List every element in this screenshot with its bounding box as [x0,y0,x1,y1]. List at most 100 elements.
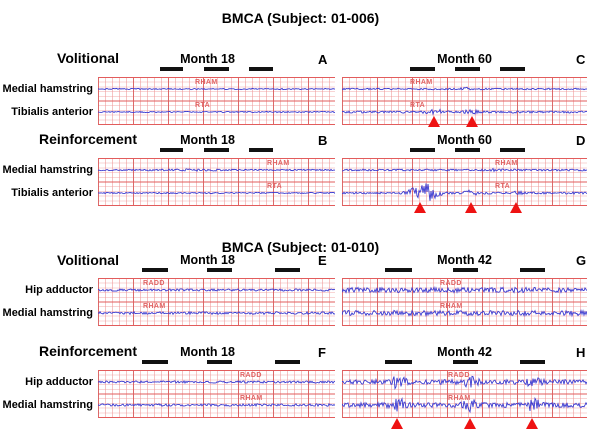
channel-tag: RADD [143,280,165,287]
emg-traces [342,375,587,414]
response-markers [342,158,587,213]
stim-bar [410,67,435,71]
stim-bars [342,67,587,71]
response-markers [98,278,335,326]
stim-bar [385,268,412,272]
response-marker-icon [464,418,476,429]
stim-bar [160,148,183,152]
emg-trace [342,375,587,391]
panel-F: Month 18 F RADD RHAM [98,345,335,418]
panel-letter: D [576,133,586,148]
month-label: Month 42 [437,253,492,267]
emg-trace [98,288,335,292]
month-label: Month 18 [180,253,235,267]
stim-bar [160,67,183,71]
panel-B: Month 18 B RHAM RTA [98,133,335,206]
emg-trace [342,286,587,294]
response-marker-icon [428,116,440,127]
emg-strip: RHAM RTA [98,77,335,125]
channel-tag: RHAM [240,395,263,402]
response-markers [342,278,587,326]
emg-trace [342,108,587,116]
stim-bar [249,148,273,152]
channel-label: Medial hamstring [2,399,93,411]
stim-bar [455,67,480,71]
emg-trace [98,379,335,384]
stim-bar [500,67,525,71]
stim-bar [410,148,435,152]
panel-H: Month 42 H RADD RHAM [342,345,587,429]
response-marker-icon [391,418,403,429]
stim-bar [520,360,545,364]
stim-bars [98,67,335,71]
month-label: Month 60 [437,52,492,66]
response-marker-icon [466,116,478,127]
channel-label: Medial hamstring [2,83,93,95]
stim-bar [142,268,168,272]
response-marker-icon [510,202,522,213]
condition-label-reinforcement-1: Reinforcement [38,131,138,147]
response-markers [98,77,335,125]
panel-letter: E [318,253,327,268]
emg-traces [98,379,335,408]
emg-strip: RHAM RTA [98,158,335,206]
response-marker-icon [526,418,538,429]
channel-tag: RTA [495,183,511,190]
stim-bar [142,360,168,364]
emg-trace [98,87,335,91]
emg-traces [98,87,335,114]
channel-label: Hip adductor [25,284,93,296]
emg-strip: RADD RHAM [98,370,335,418]
panel-C: Month 60 C RHAM RTA [342,52,587,127]
stim-bar [204,148,229,152]
emg-traces [342,86,587,116]
response-marker-icon [465,202,477,213]
emg-trace [342,396,587,414]
emg-trace [342,183,587,201]
emg-traces [98,288,335,316]
panel-letter: H [576,345,586,360]
emg-trace [342,86,587,91]
stim-bar [207,360,232,364]
emg-strip: RHAM RTA [342,158,587,206]
stim-bar [275,360,300,364]
month-label: Month 18 [180,133,235,147]
stim-bar [500,148,525,152]
channel-tag: RHAM [410,79,433,86]
channel-tag: RHAM [267,160,290,167]
emg-strip: RADD RHAM [342,370,587,418]
emg-traces [98,168,335,195]
emg-strip: RHAM RTA [342,77,587,125]
section-title-subject-006: BMCA (Subject: 01-006) [221,10,380,26]
stim-bar [275,268,300,272]
condition-label-reinforcement-2: Reinforcement [38,343,138,359]
month-label: Month 18 [180,345,235,359]
emg-trace [98,168,335,173]
channel-tag: RADD [448,372,470,379]
panel-letter: C [576,52,586,67]
stim-bar [453,360,478,364]
month-label: Month 60 [437,133,492,147]
response-markers [98,158,335,206]
emg-strip: RADD RHAM [342,278,587,326]
panel-D: Month 60 D RHAM RTA [342,133,587,213]
stim-bars [342,360,587,364]
response-markers [98,370,335,418]
channel-tag: RTA [267,183,283,190]
stim-bars [98,148,335,152]
stim-bar [204,67,229,71]
channel-tag: RADD [240,372,262,379]
panel-letter: B [318,133,328,148]
emg-trace [98,310,335,316]
channel-tag: RHAM [448,395,471,402]
channel-label: Tibialis anterior [11,187,93,199]
channel-label: Tibialis anterior [11,106,93,118]
response-marker-icon [414,202,426,213]
response-markers [342,370,587,429]
stim-bar [385,360,412,364]
response-markers [342,77,587,127]
channel-label: Medial hamstring [2,164,93,176]
channel-tag: RHAM [143,303,166,310]
stim-bars [98,268,335,272]
